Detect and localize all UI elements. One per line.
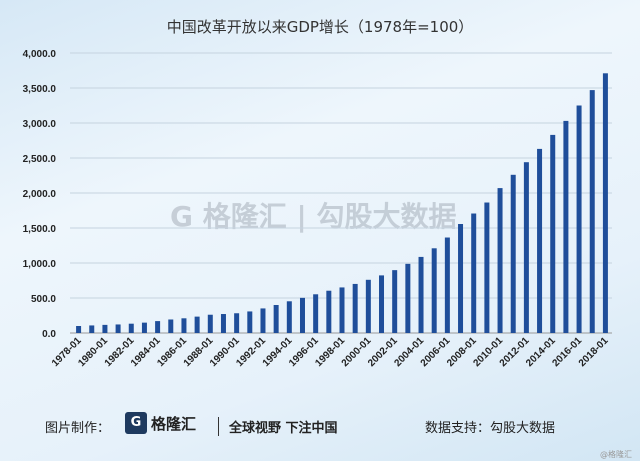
- bar: [589, 90, 595, 333]
- bar: [299, 297, 305, 333]
- bar: [431, 248, 437, 333]
- bar: [563, 120, 569, 334]
- bar: [602, 73, 608, 334]
- bar: [550, 134, 556, 333]
- bar: [220, 314, 226, 333]
- data-support: 数据支持：勾股大数据: [425, 421, 556, 436]
- bar: [89, 325, 95, 333]
- y-tick-label: 3,000.0: [23, 119, 57, 130]
- y-tick-label: 500.0: [31, 294, 56, 305]
- bar: [444, 237, 450, 333]
- brand-logo: G 格隆汇: [125, 412, 196, 434]
- bar: [168, 319, 174, 333]
- bar: [352, 283, 358, 333]
- logo-icon: G: [125, 412, 147, 434]
- y-tick-label: 2,000.0: [23, 189, 57, 200]
- chart-title: 中国改革开放以来GDP增长（1978年=100）: [166, 18, 474, 36]
- x-tick-label: 2018-01: [577, 335, 611, 369]
- bar: [128, 323, 134, 333]
- y-tick-label: 0.0: [42, 329, 56, 340]
- bar: [141, 322, 147, 333]
- bar: [576, 105, 582, 333]
- slogan: 全球视野 下注中国: [218, 417, 338, 436]
- bar-chart: 0.0 500.0 1,000.0 1,500.0 2,000.0 2,500.0 3,00…: [23, 49, 612, 369]
- bar: [339, 287, 345, 333]
- bar: [379, 275, 385, 333]
- bar: [102, 324, 108, 333]
- bar: [537, 148, 543, 333]
- footer: 图片制作： G 格隆汇 全球视野 下注中国 数据支持：勾股大数据: [0, 412, 640, 442]
- bar: [234, 313, 240, 333]
- bar: [286, 301, 292, 333]
- bar: [155, 321, 161, 333]
- bar: [405, 263, 411, 333]
- bar: [260, 308, 266, 333]
- credit-label: 图片制作：: [45, 421, 111, 436]
- bar: [326, 290, 332, 333]
- corner-watermark: @格隆汇: [600, 450, 632, 459]
- bar: [484, 202, 490, 333]
- bar: [365, 279, 371, 333]
- bar: [523, 162, 529, 333]
- y-tick-label: 1,000.0: [23, 259, 57, 270]
- bar: [471, 213, 477, 333]
- bar: [194, 316, 200, 333]
- bar: [418, 256, 424, 333]
- bar: [207, 314, 213, 333]
- y-tick-label: 1,500.0: [23, 224, 57, 235]
- bar: [247, 311, 253, 333]
- brand-name: 格隆汇: [151, 414, 197, 433]
- bar: [392, 270, 398, 333]
- bar: [181, 318, 187, 333]
- bar: [115, 324, 121, 333]
- y-tick-label: 4,000.0: [23, 49, 57, 60]
- bar: [76, 326, 82, 333]
- y-tick-label: 3,500.0: [23, 84, 57, 95]
- y-tick-label: 2,500.0: [23, 154, 57, 165]
- bar: [273, 305, 279, 333]
- bar: [497, 188, 503, 333]
- bar: [458, 224, 464, 333]
- bar: [510, 174, 516, 333]
- bar: [313, 294, 319, 333]
